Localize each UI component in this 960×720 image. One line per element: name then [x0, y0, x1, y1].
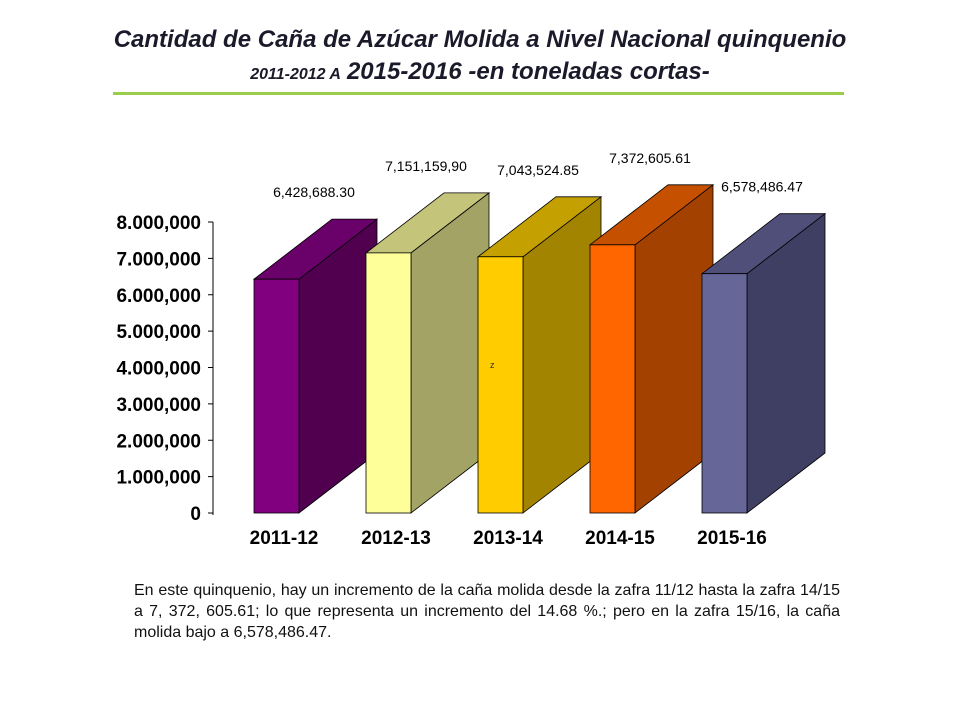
y-tick-label: 7.000,000 — [116, 249, 201, 270]
x-tick-label: 2012-13 — [361, 528, 431, 549]
y-tick-label: 3.000,000 — [116, 395, 201, 416]
y-tick-label: 2.000,000 — [116, 431, 201, 452]
bar-front — [477, 256, 524, 514]
bar-front — [253, 278, 300, 514]
x-tick-label: 2011-12 — [250, 528, 319, 549]
title-divider — [113, 92, 844, 95]
y-tick-label: 1.000,000 — [116, 468, 201, 489]
y-tick-label: 0 — [190, 504, 201, 525]
subtitle-range-start: 2011-2012 A — [250, 66, 341, 83]
bar-front — [365, 252, 412, 514]
y-tick-label: 4.000,000 — [116, 359, 201, 380]
data-label: 6,428,688.30 — [273, 184, 355, 200]
bar-front — [589, 244, 636, 514]
x-tick-label: 2015-16 — [697, 528, 767, 549]
page-subtitle: 2011-2012 A 2015-2016 -en toneladas corta… — [0, 58, 960, 86]
data-label: 7,151,159,90 — [385, 158, 467, 174]
page-title: Cantidad de Caña de Azúcar Molida a Nive… — [113, 26, 847, 53]
bar-front — [701, 273, 748, 514]
data-label: 7,372,605.61 — [609, 150, 691, 166]
x-tick-label: 2014-15 — [585, 528, 655, 549]
data-label: 7,043,524.85 — [497, 162, 579, 178]
y-tick-label: 5.000,000 — [116, 322, 201, 343]
subtitle-range-end: 2015-2016 -en toneladas cortas- — [346, 58, 710, 85]
y-tick-label: 6.000,000 — [116, 286, 201, 307]
data-label: 6,578,486.47 — [721, 179, 803, 195]
bar-annotation: z — [490, 360, 495, 370]
chart-commentary: En este quinquenio, hay un incremento de… — [134, 582, 840, 641]
bar-chart: 0 1.000,000 2.000,000 3.000,000 4.000,000 5.0… — [116, 150, 827, 549]
y-tick-label: 8.000,000 — [116, 213, 201, 234]
x-tick-label: 2013-14 — [473, 528, 543, 549]
